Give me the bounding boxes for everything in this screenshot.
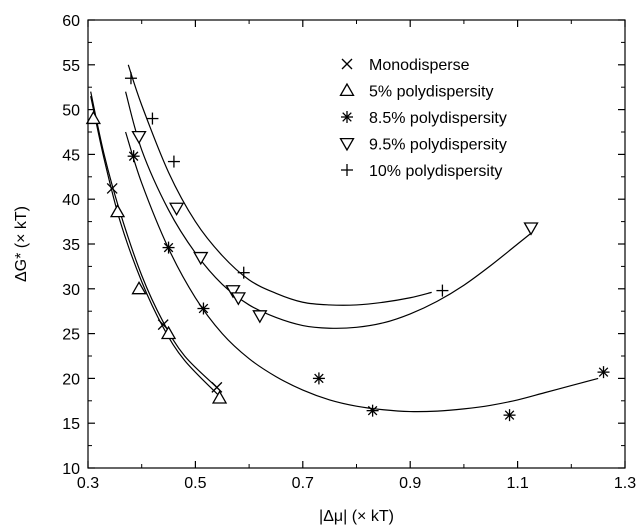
- data-point-4: [436, 284, 449, 297]
- legend-marker-0: [341, 58, 353, 70]
- legend-label-1: 5% polydispersity: [369, 84, 494, 101]
- data-point-2: [503, 409, 516, 422]
- x-tick-label: 0.3: [77, 475, 99, 492]
- fit-line-0: [90, 91, 218, 388]
- legend-label-4: 10% polydispersity: [369, 163, 502, 180]
- y-tick-label: 15: [62, 416, 80, 433]
- data-point-0: [106, 182, 118, 194]
- fit-line-4: [127, 64, 432, 306]
- data-point-0: [157, 319, 169, 331]
- data-point-3: [523, 222, 539, 236]
- fit-line-3: [125, 91, 532, 329]
- legend-marker-1: [339, 82, 355, 97]
- data-point-0: [211, 381, 223, 393]
- data-point-2: [197, 302, 210, 315]
- data-point-1: [109, 203, 126, 218]
- y-tick-label: 60: [62, 13, 80, 30]
- x-tick-label: 1.1: [506, 475, 528, 492]
- data-point-4: [124, 72, 137, 85]
- legend-label-3: 9.5% polydispersity: [369, 137, 507, 154]
- data-point-2: [312, 372, 325, 385]
- legend-label-0: Monodisperse: [369, 57, 470, 74]
- data-point-2: [127, 150, 140, 163]
- data-point-4: [146, 112, 159, 125]
- y-tick-label: 55: [62, 58, 80, 75]
- y-axis-label: ΔG* (× kT): [13, 206, 30, 282]
- y-tick-label: 10: [62, 461, 80, 478]
- legend-label-2: 8.5% polydispersity: [369, 110, 507, 127]
- data-point-3: [252, 310, 268, 324]
- data-point-3: [230, 292, 246, 306]
- y-tick-label: 25: [62, 327, 80, 344]
- legend: Monodisperse 5% polydispersity 8.5% polydi…: [339, 57, 507, 180]
- data-point-2: [366, 404, 379, 417]
- x-tick-label: 0.9: [399, 475, 421, 492]
- y-tick-label: 30: [62, 282, 80, 299]
- y-tick-label: 50: [62, 103, 80, 120]
- data-point-2: [597, 366, 610, 379]
- fit-line-1: [90, 96, 220, 397]
- data-point-2: [162, 241, 175, 254]
- data-point-3: [193, 251, 209, 266]
- y-tick-label: 45: [62, 147, 80, 164]
- data-point-3: [131, 130, 147, 145]
- x-tick-label: 0.5: [184, 475, 206, 492]
- data-point-1: [211, 390, 228, 404]
- fit-curves: [90, 64, 599, 413]
- y-tick-label: 35: [62, 237, 80, 254]
- legend-marker-3: [339, 137, 355, 152]
- x-axis-label: |Δμ| (× kT): [319, 508, 394, 525]
- data-point-3: [225, 285, 241, 299]
- data-point-1: [85, 110, 101, 125]
- y-tick-label: 20: [62, 371, 80, 388]
- legend-marker-2: [341, 111, 353, 123]
- data-point-3: [168, 202, 185, 216]
- data-point-4: [237, 266, 250, 279]
- axis-ticks: 0.3 0.5 0.7 0.9 1.1 1.3 10 15 20 25 30 35 40 45 50 55 60: [62, 13, 636, 492]
- fit-line-2: [125, 131, 599, 413]
- data-markers: [85, 72, 610, 422]
- data-point-1: [131, 280, 147, 295]
- data-point-4: [167, 155, 180, 168]
- x-tick-label: 0.7: [292, 475, 314, 492]
- legend-marker-4: [341, 164, 353, 176]
- data-point-1: [160, 325, 177, 340]
- x-tick-label: 1.3: [614, 475, 636, 492]
- y-tick-label: 40: [62, 192, 80, 209]
